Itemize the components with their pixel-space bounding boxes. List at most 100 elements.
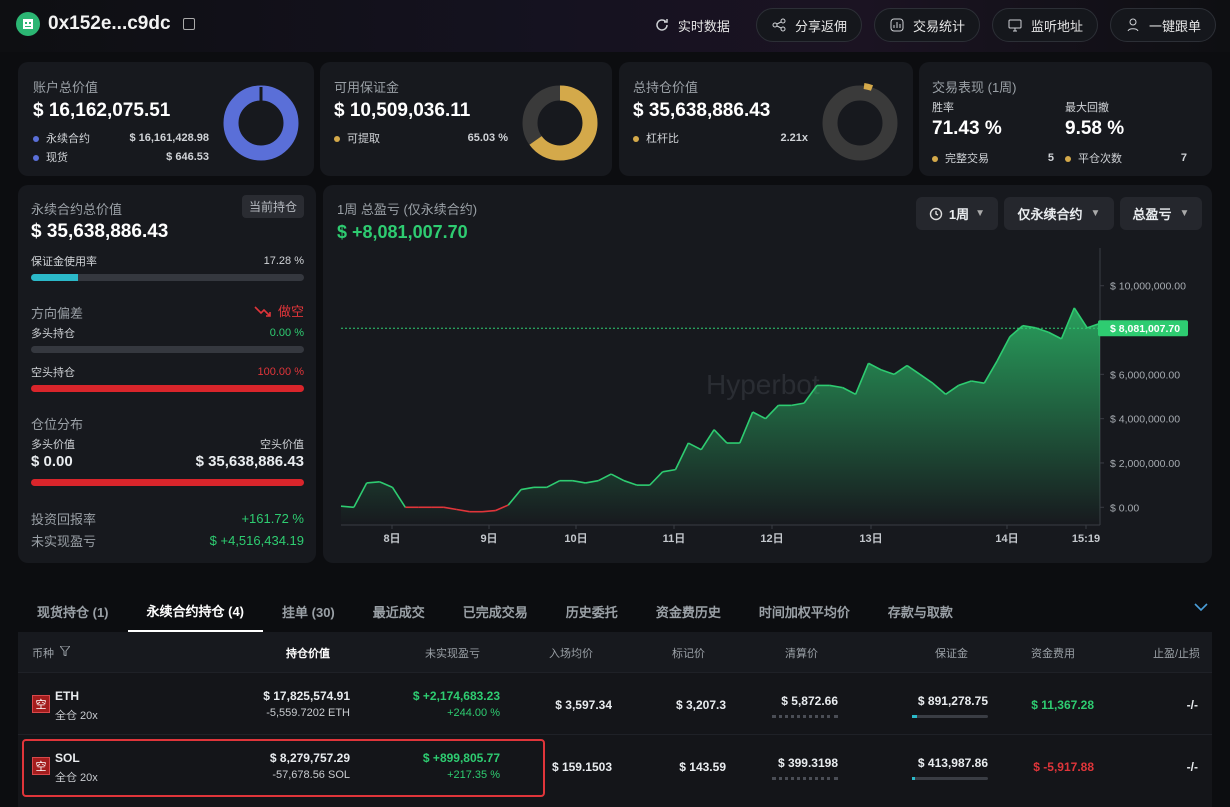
- share-label: 分享返佣: [794, 18, 847, 34]
- dist-values: $ 0.00 $ 35,638,886.43: [31, 453, 304, 470]
- y-tick-label: $ 4,000,000.00: [1110, 414, 1180, 426]
- margin-donut-fill: [522, 85, 598, 161]
- trade-stats-button[interactable]: 交易统计: [873, 8, 980, 42]
- clock-icon: [929, 207, 943, 220]
- coin-name: ETH: [55, 689, 79, 703]
- pnl-line-seg: [764, 404, 779, 420]
- table-row[interactable]: 空 ETH 全仓 20x $ 17,825,574.91 -5,559.7202…: [18, 672, 1212, 734]
- tab-2[interactable]: 挂单 (30): [282, 604, 335, 620]
- table-row[interactable]: 空 SOL 全仓 20x $ 8,279,757.29 -57,678.56 S…: [18, 734, 1212, 807]
- pnl-line-seg: [443, 506, 457, 511]
- col-value[interactable]: 持仓价值: [286, 648, 330, 660]
- margin-label: 可用保证金: [334, 80, 400, 95]
- y-tick-label: $ 0.00: [1110, 502, 1139, 514]
- filter-icon[interactable]: [60, 646, 70, 656]
- mark-price: $ 3,207.3: [675, 698, 726, 712]
- margin-bar: [912, 715, 988, 718]
- pnl-line-seg: [958, 380, 972, 387]
- tab-6[interactable]: 资金费历史: [655, 604, 721, 620]
- tpsl-value[interactable]: -/-: [1186, 698, 1198, 712]
- pnl-line-seg: [546, 479, 561, 489]
- tab-4[interactable]: 已完成交易: [462, 604, 528, 620]
- pnl-line-seg: [572, 479, 586, 484]
- col-margin[interactable]: 保证金: [935, 648, 968, 660]
- col-entry[interactable]: 入场均价: [549, 648, 593, 660]
- watch-address-button[interactable]: 监听地址: [991, 8, 1098, 42]
- position-donut: [822, 83, 898, 161]
- copy-icon[interactable]: [182, 18, 195, 30]
- short-bar: [31, 385, 304, 392]
- pnl-line-seg: [379, 481, 393, 489]
- x-tick-label: 8日: [383, 532, 400, 545]
- copy-trade-button[interactable]: 一键跟单: [1109, 8, 1216, 42]
- trend-down-icon: [254, 305, 271, 317]
- period-dropdown[interactable]: 1周 ▼: [916, 197, 998, 230]
- upnl-pct: +217.35 %: [447, 769, 500, 781]
- pnl-area: [341, 307, 1100, 525]
- table-header: 币种 持仓价值 未实现盈亏 入场均价 标记价 清算价 保证金 资金费用 止盈/止…: [18, 632, 1212, 672]
- pnl-line-seg: [842, 386, 856, 395]
- col-coin[interactable]: 币种: [32, 648, 54, 660]
- current-value-tag: [1098, 320, 1188, 337]
- stats-label: 交易统计: [912, 18, 965, 34]
- x-tick-label: 12日: [760, 532, 783, 545]
- pnl-line-seg: [1022, 324, 1036, 329]
- pnl-line-seg: [520, 486, 535, 491]
- coin-name: SOL: [55, 751, 80, 765]
- header-actions: 实时数据 分享返佣 交易统计 监听地址 一键跟单: [640, 8, 1216, 42]
- pnl-line-seg: [906, 364, 921, 376]
- current-position-tag[interactable]: 当前持仓: [241, 195, 304, 218]
- upnl-value: $ +899,805.77: [422, 751, 500, 765]
- pnl-line-seg: [1048, 331, 1062, 340]
- highlight-box: [22, 739, 545, 797]
- performance-card: 交易表现 (1周) 胜率 71.43 % 最大回撤 9.58 % 完整交易 5 平…: [919, 62, 1212, 176]
- pnl-line-seg: [791, 402, 805, 407]
- share-rebate-button[interactable]: 分享返佣: [755, 8, 862, 42]
- col-tpsl[interactable]: 止盈/止损: [1153, 648, 1201, 660]
- pnl-line-seg: [893, 364, 908, 376]
- col-mark[interactable]: 标记价: [672, 648, 705, 660]
- tab-7[interactable]: 时间加权平均价: [758, 604, 850, 620]
- entry-price: $ 3,597.34: [555, 698, 612, 712]
- col-upnl[interactable]: 未实现盈亏: [425, 648, 480, 660]
- address-text: 0x152e...c9dc: [48, 13, 171, 34]
- tpsl-value[interactable]: -/-: [1186, 760, 1198, 774]
- tab-3[interactable]: 最近成交: [372, 604, 425, 620]
- y-tick-label: $ 6,000,000.00: [1110, 369, 1180, 381]
- position-value: $ 17,825,574.91: [263, 689, 350, 703]
- x-tick-label: 14日: [995, 532, 1018, 545]
- tab-8[interactable]: 存款与取款: [887, 604, 953, 620]
- col-funding[interactable]: 资金费用: [1031, 648, 1075, 660]
- available-margin-card: 可用保证金 $ 10,509,036.11 可提取 65.03 %: [320, 62, 612, 176]
- long-row: 多头持仓 0.00 %: [31, 327, 304, 340]
- margin-value: $ 413,987.86: [917, 756, 988, 770]
- pnl-chart: Hyperbot $ 10,000,000.00 $ 8,081,007.70 $ 6…: [340, 248, 1188, 545]
- complete-trades-item: 完整交易 5: [932, 150, 1054, 166]
- bias-value: 做空: [254, 301, 304, 320]
- win-label: 胜率: [932, 102, 954, 114]
- position-value: $ 8,279,757.29: [269, 751, 350, 765]
- wallet-address: 0x152e...c9dc: [16, 12, 195, 36]
- account-value-card: 账户总价值 $ 16,162,075.51 永续合约 $ 16,161,428.9…: [18, 62, 314, 176]
- tab-0[interactable]: 现货持仓 (1): [37, 604, 109, 620]
- roi-row: 投资回报率 +161.72 %: [31, 511, 304, 527]
- entry-price: $ 159.1503: [551, 760, 612, 774]
- stats-icon: [890, 18, 904, 32]
- col-liq[interactable]: 清算价: [785, 648, 818, 660]
- mark-price: $ 143.59: [679, 760, 726, 774]
- tab-1[interactable]: 永续合约持仓 (4): [127, 590, 264, 632]
- dist-label: 仓位分布: [31, 417, 84, 432]
- liq-dots: [772, 777, 838, 780]
- position-value: $ 35,638,886.43: [633, 100, 771, 121]
- metric-dropdown[interactable]: 总盈亏 ▼: [1120, 197, 1202, 230]
- short-badge: 空: [32, 757, 50, 775]
- collapse-chevron-icon[interactable]: [1193, 601, 1209, 613]
- scope-dropdown[interactable]: 仅永续合约 ▼: [1004, 197, 1114, 230]
- realtime-button[interactable]: 实时数据: [640, 8, 744, 42]
- pnl-line-seg: [366, 481, 380, 484]
- watermark: Hyperbot: [706, 369, 820, 400]
- pnl-line-seg: [623, 479, 638, 486]
- perp-label: 永续合约总价值: [31, 202, 123, 217]
- short-row: 空头持仓 100.00 %: [31, 366, 304, 379]
- tab-5[interactable]: 历史委托: [565, 604, 618, 620]
